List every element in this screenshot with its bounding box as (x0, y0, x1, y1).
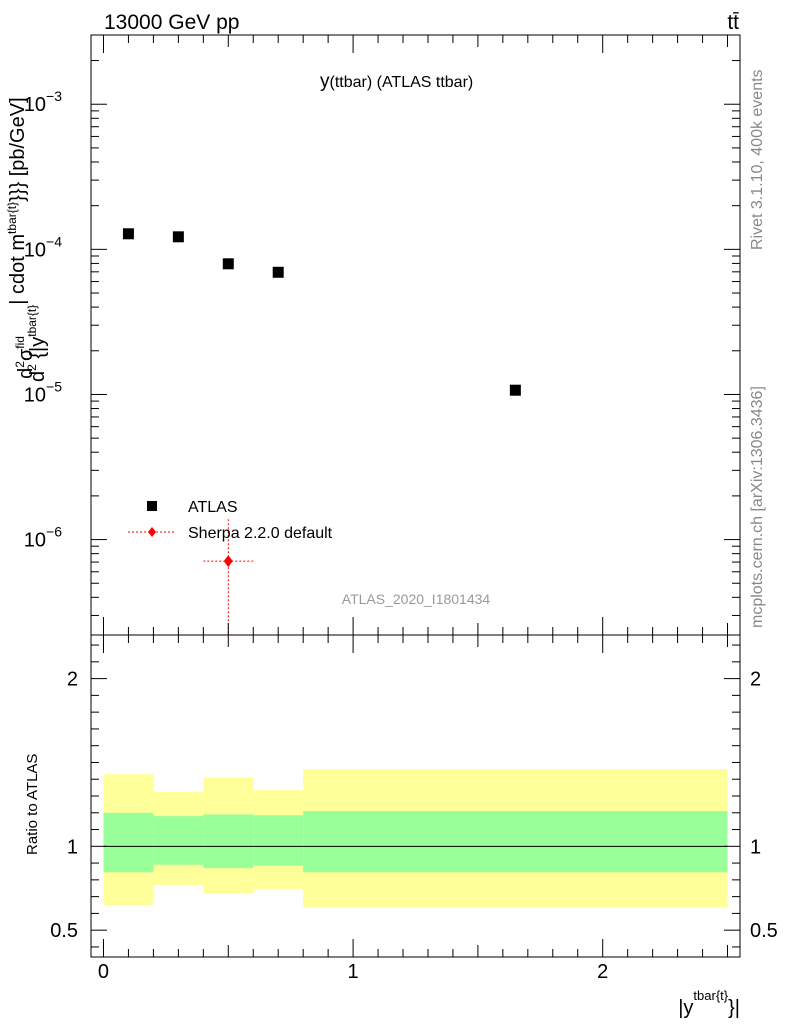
ratio-x-axis-title: |ytbar{t}}| (678, 988, 740, 1019)
analysis-label: ATLAS_2020_I1801434 (342, 591, 491, 607)
ratio-inner-band (203, 814, 254, 869)
xlabel-main: |y (678, 997, 693, 1019)
ylabel-den-sup: 2 (25, 364, 39, 371)
ylabel-fid: fid (13, 336, 27, 349)
ratio-frame (90, 634, 741, 958)
ratio-x-tick-label: 0 (98, 961, 109, 983)
legend-label-atlas: ATLAS (188, 499, 238, 516)
atlas-data-point (222, 258, 234, 270)
main-marks (122, 228, 521, 635)
ratio-x-tick-label: 1 (348, 961, 359, 983)
energy-label: 13000 GeV pp (104, 11, 239, 34)
ratio-panel: 0.5 0.5 1 1 2 2 0 1 2 Ratio to ATLAS |ytbar{t}}… (24, 634, 778, 1019)
ratio-y-tick-label-left: 2 (67, 669, 78, 691)
ylabel-d: d (15, 368, 37, 379)
main-y-tick-label: 10−3 (24, 88, 62, 116)
atlas-data-point (122, 228, 134, 240)
rivet-label: Rivet 3.1.10, 400k events (749, 69, 766, 250)
ratio-y-axis-title: Ratio to ATLAS (24, 754, 41, 855)
ylabel-den: d (27, 371, 49, 382)
legend-marker-atlas (147, 501, 157, 511)
ylabel-rest: {|y (27, 337, 49, 364)
ratio-y-tick-label-right: 1 (750, 836, 761, 858)
ylabel-mid: | cdot m (7, 234, 29, 305)
sherpa-data-point (223, 555, 233, 568)
plot-title-sub: (ttbar) (ATLAS ttbar) (330, 74, 474, 91)
ratio-y-tick-label-left: 0.5 (50, 920, 78, 942)
atlas-data-point (172, 231, 184, 243)
ylabel-sigma: σ (15, 348, 37, 361)
main-frame (90, 34, 741, 636)
xlabel-sup: tbar{t} (693, 988, 728, 1003)
ratio-y-axis: 0.5 0.5 1 1 2 2 (50, 644, 778, 948)
ratio-y-tick-label-right: 0.5 (750, 920, 778, 942)
main-y-tick-label: 10−5 (24, 378, 62, 406)
legend-label-sherpa: Sherpa 2.2.0 default (188, 525, 333, 542)
legend: ATLAS Sherpa 2.2.0 default (128, 499, 333, 542)
atlas-data-point (509, 384, 521, 396)
xlabel-tail: }| (728, 997, 740, 1019)
ylabel-tbar1: tbar{t} (25, 305, 39, 337)
ratio-inner-band (253, 815, 304, 866)
mcplots-label: mcplots.cern.ch [arXiv:1306.3436] (749, 386, 766, 628)
ratio-x-axis: 0 1 2 (98, 635, 729, 983)
ylabel-num-sup: 2 (13, 361, 27, 368)
ratio-bands (103, 769, 728, 908)
legend-marker-sherpa (148, 527, 156, 537)
main-y-axis-title: d2σfidd2 {|ytbar{t}| cdot mtbar{t}}}} [p… (5, 97, 49, 382)
main-panel: 10−610−510−410−3 y(ttbar) (ATLAS ttbar) … (5, 34, 741, 636)
main-y-axis: 10−6 10−5 10−4 10−3 (24, 34, 740, 616)
ratio-inner-band (303, 811, 728, 873)
ratio-y-tick-label-left: 1 (67, 836, 78, 858)
ratio-inner-band (153, 816, 204, 865)
process-label: tt̄ (727, 11, 739, 34)
atlas-data-point (272, 266, 284, 278)
plot-title: y(ttbar) (ATLAS ttbar) (320, 71, 473, 92)
ratio-inner-band (103, 812, 154, 873)
ratio-y-tick-label-right: 2 (750, 669, 761, 691)
ylabel-tbar2: tbar{t} (5, 202, 19, 234)
main-y-tick-label: 10−4 (24, 233, 62, 261)
ylabel-tail: }}} [pb/GeV] (7, 97, 29, 202)
plot-title-main: y (320, 71, 330, 92)
ratio-x-tick-label: 2 (597, 961, 608, 983)
main-x-axis (102, 35, 729, 635)
main-y-tick-label: 10−6 (24, 524, 62, 552)
